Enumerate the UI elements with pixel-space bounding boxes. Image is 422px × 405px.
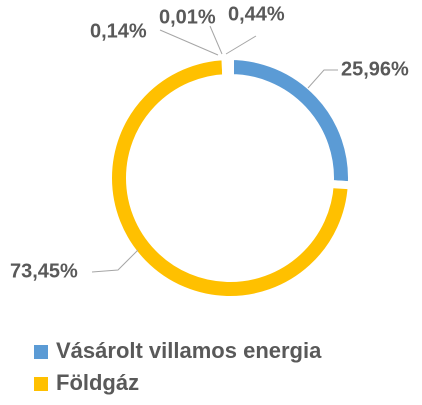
data-label: 0,44% [228,3,285,25]
legend-label: Földgáz [56,370,139,395]
donut-segment [226,51,356,190]
legend-swatch [34,377,48,391]
data-label: 25,96% [341,58,409,80]
legend-label: Vásárolt villamos energia [56,338,322,363]
leader-line [159,29,219,56]
leader-line [307,69,338,89]
data-label: 0,14% [90,20,147,42]
donut-segment [222,51,234,83]
legend-swatch [34,345,48,359]
leader-line [91,249,139,273]
leader-line [225,35,257,55]
leader-line [209,25,223,55]
data-label: 0,01% [159,6,216,28]
data-label: 73,45% [10,260,78,282]
donut-segment [104,51,357,304]
